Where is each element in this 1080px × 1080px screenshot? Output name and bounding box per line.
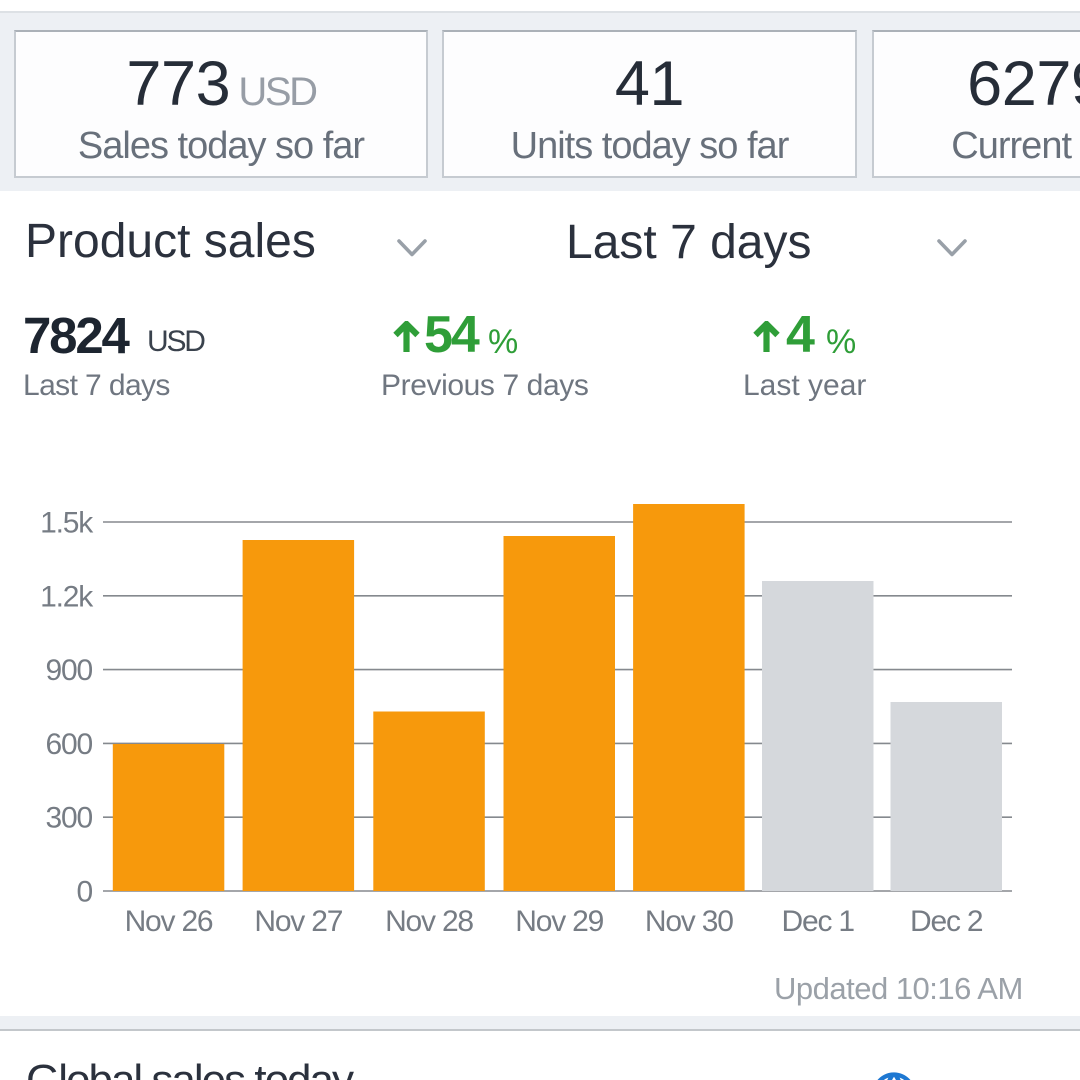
svg-text:Nov 28: Nov 28 [385,905,473,938]
svg-text:Nov 27: Nov 27 [254,905,342,938]
svg-text:1.2k: 1.2k [40,580,94,613]
svg-text:0: 0 [77,876,93,909]
svg-text:300: 300 [46,802,93,835]
svg-text:600: 600 [46,728,93,761]
svg-text:Nov 26: Nov 26 [125,905,213,938]
svg-text:Dec 1: Dec 1 [782,905,855,938]
svg-text:900: 900 [46,654,93,687]
svg-text:Dec 2: Dec 2 [910,905,983,938]
svg-text:Nov 29: Nov 29 [515,905,603,938]
svg-text:Nov 30: Nov 30 [645,905,733,938]
svg-text:1.5k: 1.5k [40,507,94,540]
